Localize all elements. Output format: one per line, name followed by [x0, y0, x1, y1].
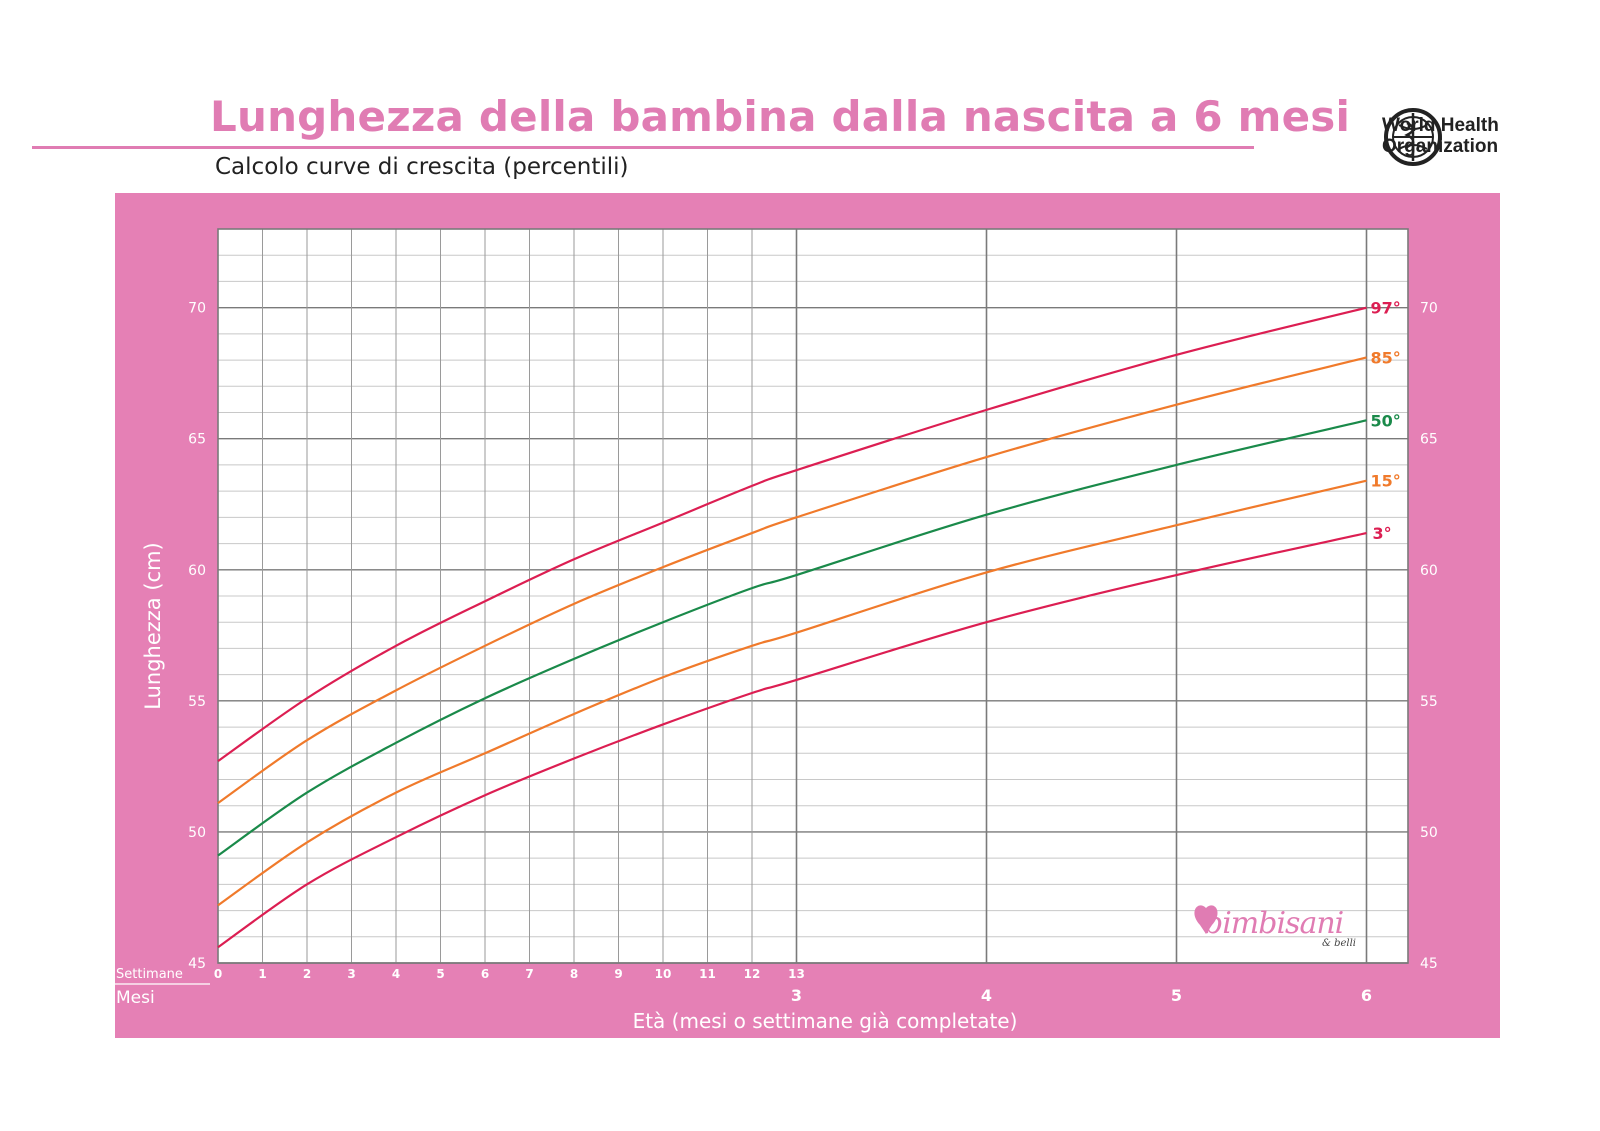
organization-line-2: Organization	[1382, 136, 1499, 157]
x-month-tick-label: 5	[1171, 986, 1182, 1005]
y-tick-label-right: 45	[1420, 956, 1438, 972]
organization-line-1: World Health	[1382, 115, 1499, 136]
y-tick-label-left: 55	[188, 694, 206, 710]
who-emblem-icon	[1384, 108, 1442, 166]
organization-name: World Health Organization	[1382, 115, 1522, 157]
x-week-tick-label: 6	[481, 967, 489, 981]
x-week-tick-label: 3	[347, 967, 355, 981]
percentile-label: 15°	[1371, 472, 1401, 491]
x-week-tick-label: 12	[744, 967, 761, 981]
x-week-tick-label: 9	[614, 967, 622, 981]
x-month-tick-label: 3	[791, 986, 802, 1005]
y-axis-label: Lunghezza (cm)	[141, 542, 165, 710]
y-tick-label-right: 50	[1420, 825, 1438, 841]
y-tick-label-left: 65	[188, 432, 206, 448]
percentile-label: 50°	[1371, 411, 1401, 430]
y-tick-label-left: 50	[188, 825, 206, 841]
x-week-tick-label: 7	[525, 967, 533, 981]
y-tick-label-right: 65	[1420, 432, 1438, 448]
percentile-label: 3°	[1373, 524, 1392, 543]
title-divider	[32, 146, 1254, 149]
x-week-tick-label: 2	[303, 967, 311, 981]
percentile-line-85	[217, 356, 1367, 804]
x-week-tick-label: 0	[214, 967, 222, 981]
x-week-tick-label: 10	[655, 967, 672, 981]
y-tick-label-right: 60	[1420, 563, 1438, 579]
percentile-line-97	[217, 306, 1367, 763]
x-week-tick-label: 5	[436, 967, 444, 981]
plot-border	[217, 228, 1409, 964]
brand-tagline: & belli	[1322, 938, 1356, 949]
page-title: Lunghezza della bambina dalla nascita a …	[210, 92, 1351, 141]
x-month-tick-label: 6	[1361, 986, 1372, 1005]
percentile-line-3	[217, 532, 1367, 949]
y-tick-label-left: 70	[188, 301, 206, 317]
y-tick-label-left: 45	[188, 956, 206, 972]
brand-logo: bimbisani	[1204, 906, 1344, 941]
y-tick-label-left: 60	[188, 563, 206, 579]
x-months-axis-label: Mesi	[116, 988, 155, 1008]
page-subtitle: Calcolo curve di crescita (percentili)	[215, 154, 629, 180]
x-month-tick-label: 4	[981, 986, 992, 1005]
percentile-label: 97°	[1371, 299, 1401, 318]
x-week-tick-label: 13	[788, 967, 805, 981]
x-weeks-axis-label: Settimane	[116, 967, 183, 982]
x-week-tick-label: 8	[570, 967, 578, 981]
percentile-label: 85°	[1371, 348, 1401, 367]
brand-heart-icon	[1194, 905, 1218, 934]
percentile-line-50	[217, 419, 1367, 857]
y-tick-label-right: 55	[1420, 694, 1438, 710]
x-week-tick-label: 4	[392, 967, 400, 981]
x-week-tick-label: 11	[699, 967, 716, 981]
percentile-line-15	[217, 479, 1367, 907]
x-week-tick-label: 1	[258, 967, 266, 981]
x-axis-label: Età (mesi o settimane già completate)	[633, 1009, 1018, 1033]
y-tick-label-right: 70	[1420, 301, 1438, 317]
